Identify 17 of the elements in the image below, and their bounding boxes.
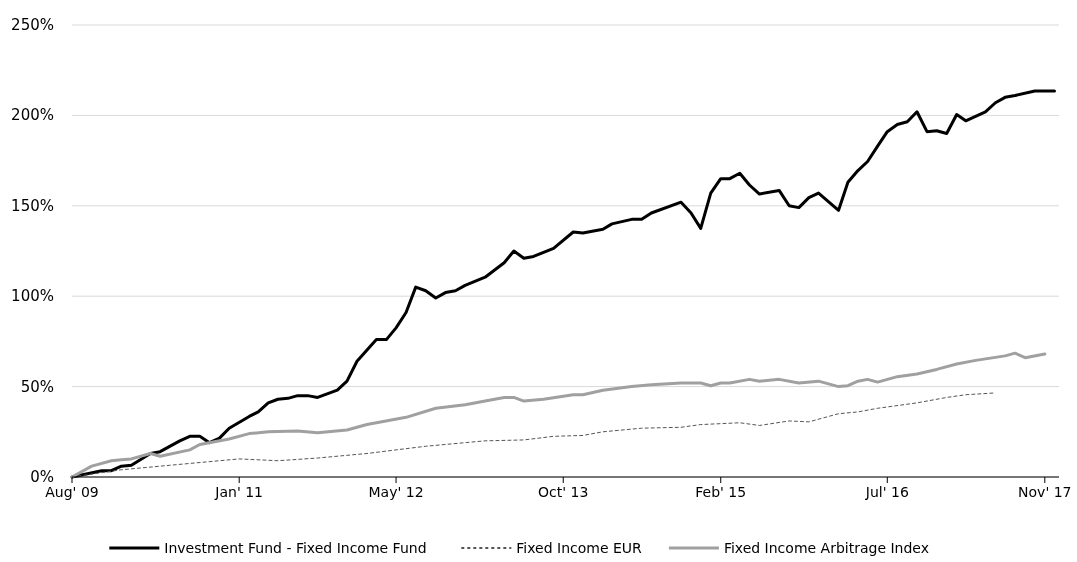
legend-label: Investment Fund - Fixed Income Fund (164, 540, 427, 556)
x-tick-label: Nov' 17 (1018, 484, 1072, 500)
y-tick-label: 100% (11, 287, 54, 306)
x-tick-label: May' 12 (368, 484, 424, 500)
x-tick-label: Jan' 11 (214, 484, 264, 500)
y-tick-label: 0% (30, 468, 54, 486)
y-tick-label: 200% (11, 106, 54, 125)
y-tick-label: 50% (20, 377, 54, 396)
line-series (70, 351, 1047, 479)
legend-label: Fixed Income EUR (516, 540, 643, 556)
x-tick-label: Feb' 15 (695, 484, 747, 500)
y-tick-label: 150% (11, 196, 54, 215)
x-tick-label: Oct' 13 (538, 484, 589, 500)
y-tick-label: 250% (11, 16, 54, 34)
x-tick-label: Jul' 16 (864, 484, 909, 500)
x-tick-label: Aug' 09 (45, 484, 99, 500)
legend-label: Fixed Income Arbitrage Index (723, 540, 930, 556)
